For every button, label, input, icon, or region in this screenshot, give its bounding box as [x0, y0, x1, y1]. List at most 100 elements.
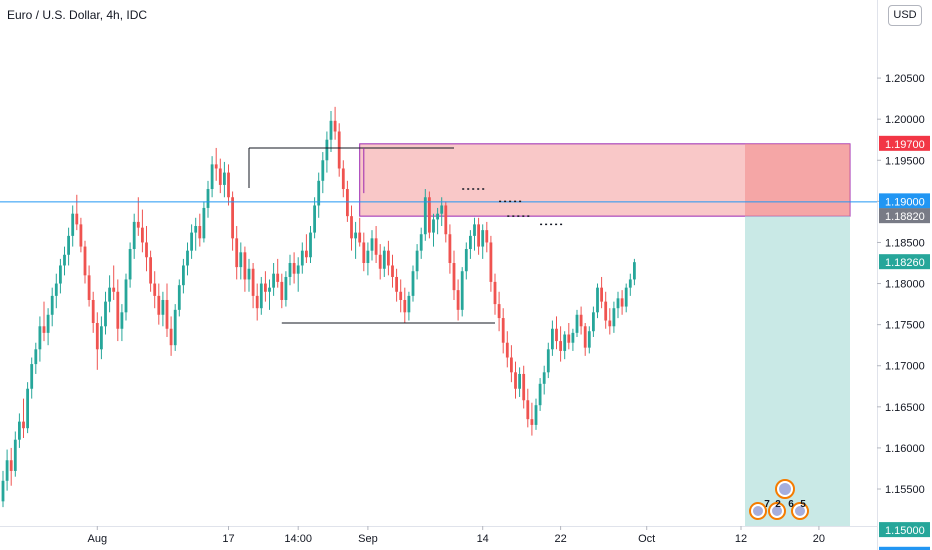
candle-body	[227, 172, 230, 198]
candle-body	[374, 238, 378, 255]
price-tick-label: 1.20000	[885, 114, 925, 126]
candle-body	[108, 287, 111, 302]
candle-body	[382, 250, 386, 269]
candle-body	[551, 328, 554, 350]
candle-body	[452, 263, 456, 291]
candle-body	[538, 383, 542, 406]
candle-body	[317, 180, 321, 206]
time-axis[interactable]: Aug 17 14:00 Sep 14 22 Oct 12 20	[0, 526, 877, 550]
candle-body	[608, 320, 612, 327]
price-badge	[879, 522, 930, 538]
candle-body	[132, 221, 136, 250]
candle-body	[46, 314, 50, 333]
candle-body	[182, 265, 185, 286]
time-tick-label: 14:00	[284, 533, 312, 545]
candle-body	[292, 263, 296, 274]
time-tick-label: 22	[554, 533, 566, 545]
candle-body	[481, 230, 485, 247]
candle-body	[42, 326, 46, 333]
candle-body	[210, 164, 214, 190]
price-badge-label: 1.18260	[885, 257, 925, 269]
candle-body	[592, 312, 595, 332]
candle-body	[296, 265, 300, 274]
price-badge-label: 1.19700	[885, 139, 925, 151]
candle-body	[120, 312, 124, 329]
candle-body	[505, 342, 509, 358]
candle-body	[313, 205, 316, 233]
candle-body	[1, 480, 5, 502]
candle-body	[337, 131, 341, 169]
candle-body	[616, 298, 620, 309]
candle-body	[38, 326, 42, 350]
time-tick-label: 17	[222, 533, 234, 545]
candle-body	[194, 226, 198, 233]
candle-body	[346, 189, 349, 217]
candle-body	[370, 238, 374, 251]
candle-body	[149, 257, 152, 284]
event-count-label: 6	[788, 499, 794, 510]
event-marker-right-inner	[795, 506, 805, 516]
candle-body	[18, 421, 21, 440]
candle-body	[153, 283, 157, 296]
candle-body	[243, 252, 247, 280]
candle-body	[67, 235, 70, 255]
candle-body	[145, 242, 148, 258]
time-tick-label: Oct	[638, 533, 655, 545]
candle-body	[419, 234, 423, 251]
currency-button[interactable]: USD	[888, 5, 922, 26]
price-badge	[879, 135, 930, 151]
candle-body	[567, 334, 571, 343]
price-badge	[879, 208, 930, 224]
candle-body	[95, 322, 99, 350]
candle-body	[83, 246, 87, 276]
candle-body	[522, 373, 526, 401]
candle-body	[473, 224, 476, 236]
candle-body	[350, 216, 353, 239]
price-tick-label: 1.15500	[885, 484, 925, 496]
candle-body	[128, 249, 132, 280]
candle-body	[391, 265, 394, 277]
candle-body	[362, 242, 366, 263]
price-axis-background	[877, 0, 932, 550]
candle-body	[325, 139, 329, 161]
candle-body	[79, 224, 83, 247]
time-axis-background	[0, 526, 877, 550]
candle-body	[54, 283, 58, 296]
candle-body	[26, 388, 29, 429]
price-badge	[879, 546, 930, 550]
candle-body	[177, 285, 181, 310]
candle-body	[555, 328, 558, 342]
candle-body	[22, 421, 25, 429]
candle-body	[223, 172, 226, 185]
candle-body	[186, 250, 189, 266]
price-tick-label: 1.18000	[885, 279, 925, 291]
candle-body	[411, 271, 415, 296]
candle-body	[579, 314, 583, 327]
price-axis[interactable]: 1.20500 1.20000 1.19500 1.19000 1.18500 1.180…	[877, 0, 932, 550]
candle-body	[288, 263, 292, 277]
candle-body	[444, 205, 448, 235]
candle-body	[546, 349, 550, 373]
candle-body	[542, 372, 546, 384]
time-tick-label: Sep	[358, 533, 378, 545]
price-badge-label: 1.19000	[885, 196, 925, 208]
candle-body	[190, 232, 193, 251]
candle-body	[13, 439, 17, 471]
candle-body	[284, 276, 288, 300]
event-marker-left-inner	[753, 506, 763, 516]
event-count-label: 7	[764, 499, 770, 510]
candle-body	[329, 120, 333, 140]
candle-body	[432, 219, 435, 233]
event-marker-mid-inner	[772, 506, 782, 516]
candle-body	[165, 299, 169, 329]
candle-body	[403, 299, 407, 313]
candle-body	[571, 332, 575, 343]
time-tick-label: 14	[477, 533, 489, 545]
candle-body	[198, 226, 202, 239]
candle-body	[157, 295, 161, 315]
candle-body	[518, 373, 521, 389]
time-tick-label: 20	[813, 533, 825, 545]
price-tick-label: 1.17500	[885, 320, 925, 332]
